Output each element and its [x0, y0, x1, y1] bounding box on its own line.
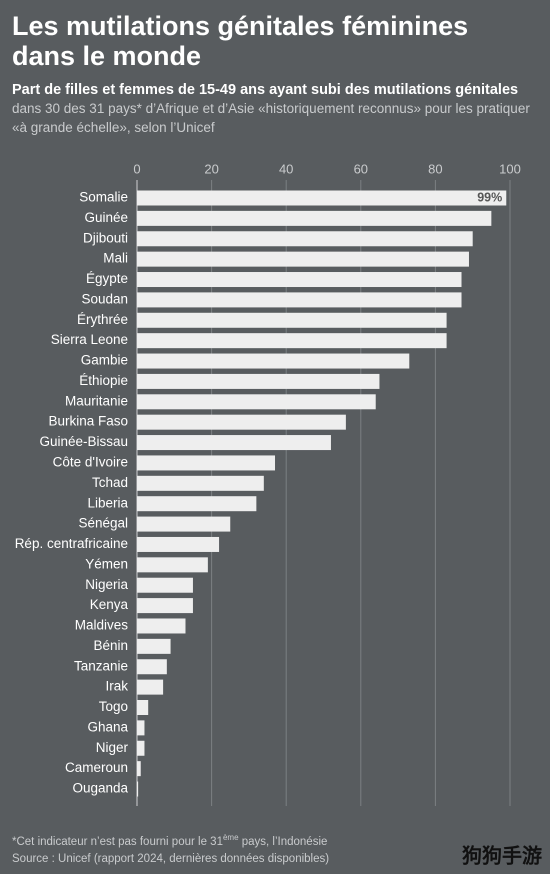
y-tick-label: Djibouti	[83, 230, 128, 245]
bar	[137, 373, 380, 389]
bar	[137, 312, 447, 328]
bar	[137, 496, 257, 512]
y-tick-label: Nigeria	[85, 577, 128, 592]
x-tick-label: 100	[499, 161, 521, 176]
bar	[137, 618, 186, 634]
bar	[137, 394, 376, 410]
bar	[137, 231, 473, 247]
y-tick-label: Kenya	[90, 597, 129, 612]
bar	[137, 333, 447, 349]
footnote-text: pays, l’Indonésie	[239, 836, 328, 848]
y-tick-label: Sierra Leone	[51, 332, 128, 347]
y-tick-label: Yémen	[85, 556, 128, 571]
y-tick-label: Égypte	[86, 271, 128, 286]
bar	[137, 638, 171, 654]
y-tick-label: Sénégal	[78, 516, 128, 531]
bar	[137, 577, 193, 593]
watermark: 狗狗手游	[462, 843, 542, 867]
bar	[137, 210, 492, 226]
bar	[137, 679, 164, 695]
bar	[137, 720, 145, 736]
y-tick-label: Burkina Faso	[48, 414, 128, 429]
bar	[137, 251, 469, 267]
x-tick-label: 20	[204, 161, 218, 176]
bar	[137, 414, 346, 430]
y-tick-label: Togo	[99, 699, 128, 714]
y-tick-label: Guinée-Bissau	[39, 434, 128, 449]
y-tick-label: Guinée	[84, 210, 128, 225]
y-tick-label: Gambie	[81, 353, 128, 368]
y-tick-label: Bénin	[93, 638, 128, 653]
bar	[137, 353, 410, 369]
subtitle: Part de filles et femmes de 15-49 ans ay…	[12, 82, 518, 98]
bar	[137, 700, 149, 715]
bar	[137, 435, 331, 451]
y-tick-label: Niger	[96, 740, 129, 755]
bar	[137, 455, 276, 471]
bar	[137, 292, 462, 308]
y-tick-label: Cameroun	[65, 760, 128, 775]
value-label: 99%	[477, 190, 502, 204]
footnote: *Cet indicateur n’est pas fourni pour le…	[12, 833, 327, 848]
y-tick-label: Irak	[105, 679, 128, 694]
y-tick-label: Érythrée	[77, 312, 128, 327]
y-tick-label: Éthiopie	[79, 373, 128, 388]
bar	[137, 475, 264, 491]
bar	[137, 557, 208, 573]
y-tick-label: Ghana	[87, 719, 128, 734]
y-tick-label: Tchad	[92, 475, 128, 490]
x-tick-label: 80	[428, 161, 442, 176]
y-tick-label: Mauritanie	[65, 393, 128, 408]
bar	[137, 761, 141, 777]
chart-title: Les mutilations génitales féminines dans …	[12, 11, 468, 71]
y-tick-label: Ouganda	[72, 781, 128, 796]
bar	[137, 740, 145, 756]
y-tick-label: Tanzanie	[74, 658, 128, 673]
y-tick-label: Mali	[103, 251, 128, 266]
y-tick-label: Somalie	[79, 190, 128, 205]
y-tick-label: Maldives	[75, 618, 129, 633]
x-tick-label: 0	[133, 161, 140, 176]
bar	[137, 598, 193, 614]
bar	[137, 516, 231, 532]
bar	[137, 536, 220, 552]
footnote-sup: ème	[223, 833, 239, 842]
y-tick-label: Rép. centrafricaine	[15, 536, 128, 551]
x-tick-label: 40	[279, 161, 293, 176]
x-tick-label: 60	[354, 161, 368, 176]
footnote-text: *Cet indicateur n’est pas fourni pour le…	[12, 836, 223, 848]
y-tick-label: Liberia	[87, 495, 128, 510]
y-tick-label: Côte d'Ivoire	[53, 455, 128, 470]
bar	[137, 781, 139, 797]
bar	[137, 659, 167, 675]
source: Source : Unicef (rapport 2024, dernières…	[12, 853, 329, 865]
bar	[137, 272, 462, 288]
description: dans 30 des 31 pays* d’Afrique et d’Asie…	[12, 101, 530, 135]
y-tick-label: Soudan	[81, 291, 128, 306]
bar	[137, 190, 507, 206]
